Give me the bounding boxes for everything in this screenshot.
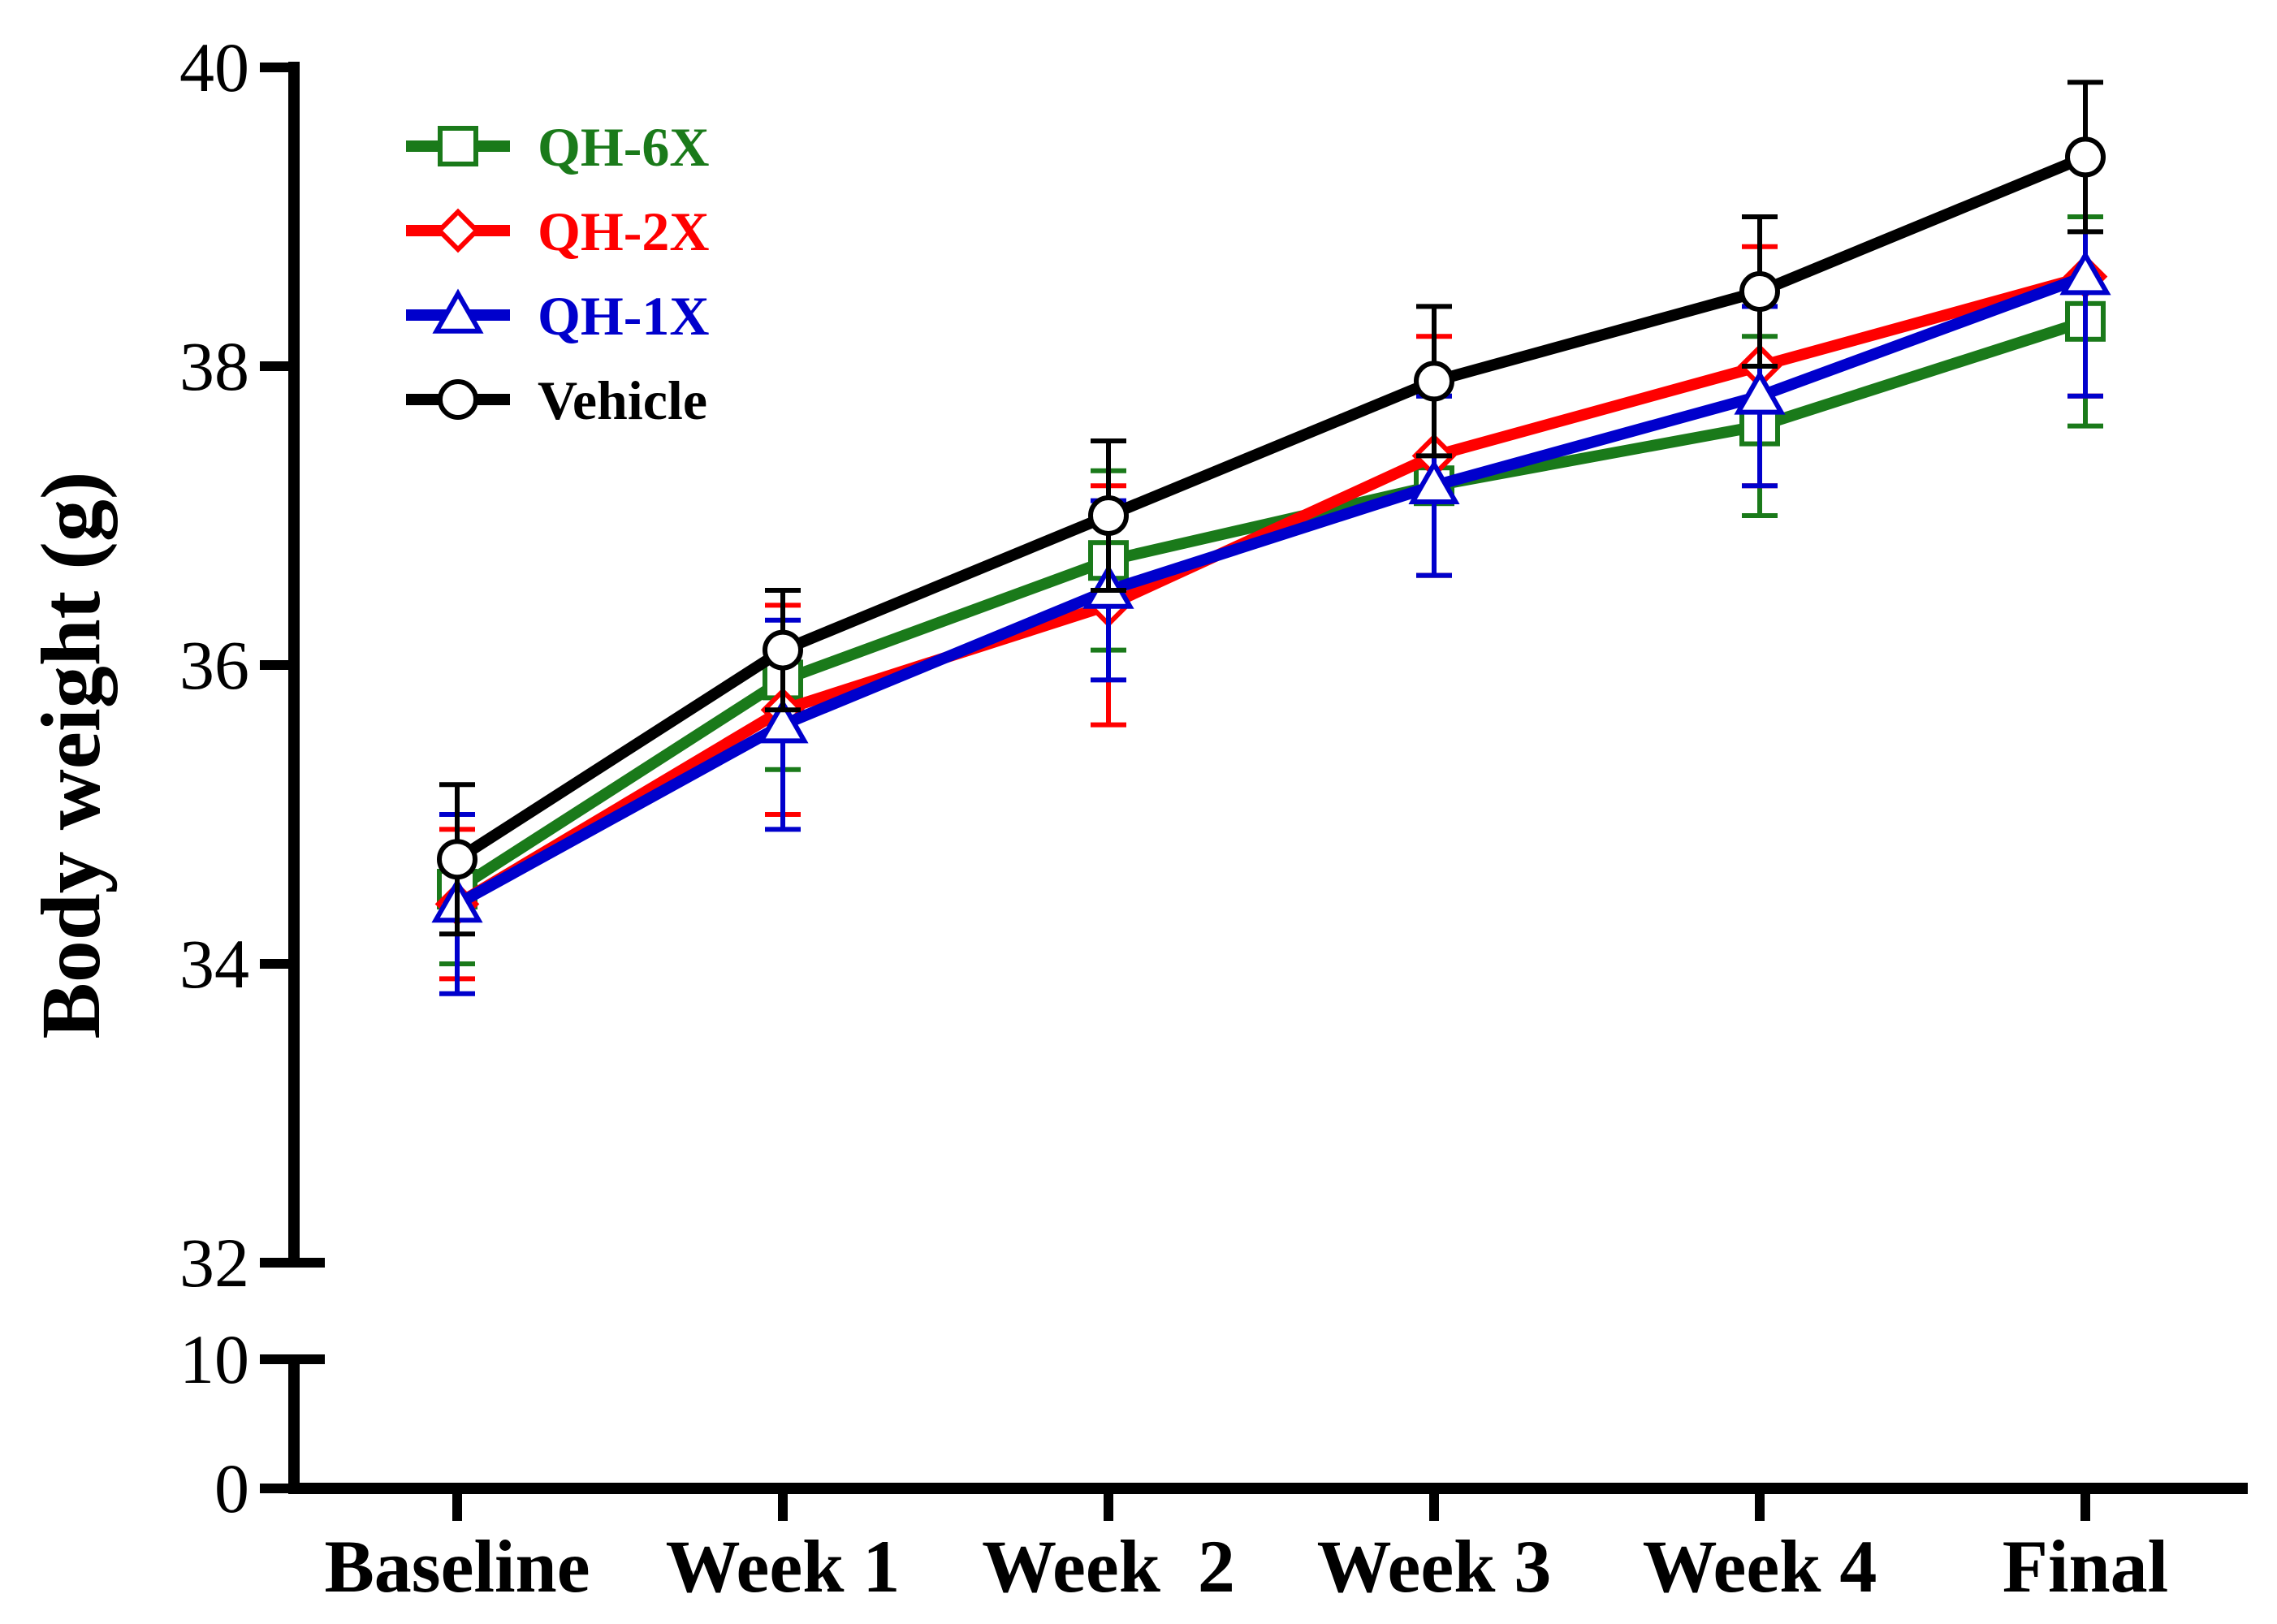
- y-tick-label-36: 36: [179, 626, 249, 704]
- point-qh-1x-3: [1408, 459, 1460, 504]
- legend-marker-qh-1x: [432, 288, 484, 334]
- point-vehicle-1: [763, 629, 803, 671]
- point-vehicle-5: [2065, 136, 2106, 178]
- point-qh-1x-5: [2059, 250, 2111, 296]
- y-tick-label-0: 0: [214, 1449, 249, 1527]
- x-tick-layer: Baseline Week 1 Week 2 Week 3 Week 4 Final: [324, 1488, 2168, 1608]
- y-tick-label-40: 40: [179, 28, 249, 106]
- x-tick-label-week-4: Week 4: [1643, 1525, 1877, 1608]
- point-vehicle-2: [1088, 495, 1129, 536]
- x-tick-label-week-3: Week 3: [1317, 1525, 1552, 1608]
- series-qh-1x: [431, 154, 2111, 996]
- y-tick-label-34: 34: [179, 925, 249, 1003]
- series-layer: [431, 80, 2111, 996]
- y-tick-label-32: 32: [179, 1224, 249, 1302]
- series-line-vehicle: [454, 151, 2088, 865]
- legend-item-qh-2x: QH-2X: [406, 201, 710, 262]
- legend-label-qh-6x: QH-6X: [538, 116, 710, 178]
- point-vehicle-4: [1739, 271, 1780, 312]
- x-tick-label-week-2: Week 2: [982, 1525, 1235, 1608]
- legend-item-qh-6x: QH-6X: [406, 116, 710, 178]
- legend-marker-qh-2x: [435, 208, 481, 253]
- series-line-qh-1x: [454, 271, 2088, 909]
- series-vehicle: [437, 80, 2106, 937]
- x-tick-label-week-1: Week 1: [666, 1525, 901, 1608]
- legend-item-vehicle: Vehicle: [406, 369, 707, 431]
- x-tick-label-final: Final: [2003, 1525, 2168, 1608]
- legend-label-qh-2x: QH-2X: [538, 201, 710, 262]
- y-tick-label-10: 10: [179, 1320, 249, 1398]
- y-axis-title: Body weight (g): [24, 471, 118, 1039]
- legend-label-vehicle: Vehicle: [538, 369, 707, 431]
- legend-marker-vehicle: [438, 379, 478, 420]
- legend-marker-qh-6x: [438, 126, 478, 166]
- series-line-qh-6x: [454, 316, 2088, 894]
- series-qh-2x: [434, 154, 2108, 982]
- y-tick-label-38: 38: [179, 327, 249, 405]
- series-line-qh-2x: [454, 270, 2087, 909]
- point-qh-1x-1: [757, 698, 809, 744]
- point-qh-1x-4: [1734, 369, 1786, 415]
- legend-item-qh-1x: QH-1X: [406, 285, 710, 347]
- legend-label-qh-1x: QH-1X: [538, 285, 710, 347]
- x-tick-label-baseline: Baseline: [324, 1525, 590, 1608]
- point-vehicle-3: [1414, 361, 1454, 402]
- y-tick-layer: 32 34 36 38 40 0 10: [179, 28, 325, 1527]
- point-vehicle-0: [437, 839, 477, 880]
- legend: QH-6X QH-2X QH-1X Vehicle: [406, 116, 710, 431]
